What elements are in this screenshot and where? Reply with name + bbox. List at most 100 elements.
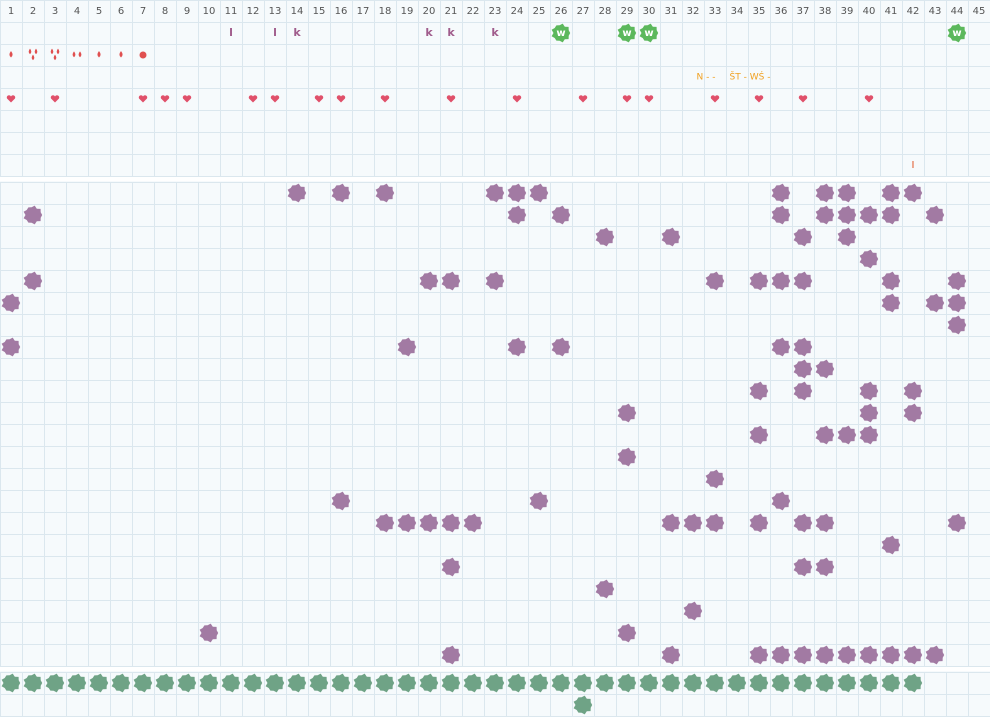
purple-cell [793,513,813,533]
green-cell [815,673,835,693]
purple-cell [23,205,43,225]
purple-cell [551,337,571,357]
column-number: 44 [951,6,964,17]
badge [551,23,571,43]
green-cell [243,673,263,693]
purple-cell [749,271,769,291]
badge-label: w [556,28,565,39]
purple-cell [397,513,417,533]
purple-cell [947,293,967,313]
purple-cell [199,623,219,643]
purple-cell [793,227,813,247]
green-cell [463,673,483,693]
green-cell [793,673,813,693]
green-cell [749,673,769,693]
purple-cell [837,645,857,665]
heart-icon [622,95,632,103]
column-number: 2 [30,6,36,17]
purple-cell [661,513,681,533]
purple-cell [815,205,835,225]
column-number: 20 [423,6,436,17]
column-number: 32 [687,6,700,17]
purple-cell [859,403,879,423]
column-number: 40 [863,6,876,17]
column-number: 13 [269,6,282,17]
heart-icon [644,95,654,103]
drop-icon [50,48,54,55]
green-cell [23,673,43,693]
purple-cell [485,271,505,291]
green-cell [639,673,659,693]
green-cell [551,673,571,693]
badge [639,23,659,43]
heart-icon [138,95,148,103]
heart-icon [182,95,192,103]
purple-cell [441,645,461,665]
column-number: 45 [973,6,986,17]
column-number: 9 [184,6,190,17]
purple-cell [947,315,967,335]
purple-cell [529,183,549,203]
column-number: 34 [731,6,744,17]
green-cell [133,673,153,693]
column-number: 5 [96,6,102,17]
purple-cell [705,513,725,533]
drop-icon [53,54,57,61]
separator [0,177,990,181]
heart-icon [270,95,280,103]
column-number: 41 [885,6,898,17]
column-number: 3 [52,6,58,17]
heart-icon [336,95,346,103]
green-cell [837,673,857,693]
column-number: 25 [533,6,546,17]
purple-cell [837,425,857,445]
purple-cell [881,205,901,225]
purple-cell [881,183,901,203]
purple-cell [815,645,835,665]
purple-cell [661,645,681,665]
purple-cell [749,513,769,533]
badge [617,23,637,43]
column-number: 43 [929,6,942,17]
purple-cell [903,183,923,203]
purple-cell [441,513,461,533]
column-number: 11 [225,6,238,17]
green-cell [89,673,109,693]
green-cell [485,673,505,693]
column-number: 21 [445,6,458,17]
column-number: 12 [247,6,260,17]
green-cell [419,673,439,693]
heart-icon [512,95,522,103]
drop-icon [34,48,38,55]
purple-cell [881,293,901,313]
heart-icon [798,95,808,103]
green-cell [441,673,461,693]
purple-cell [903,381,923,401]
purple-cell [375,183,395,203]
drop-icon [72,51,76,58]
heart-icon [446,95,456,103]
purple-cell [287,183,307,203]
purple-cell [617,623,637,643]
purple-cell [595,579,615,599]
green-cell [287,673,307,693]
green-cell [1,673,21,693]
column-number: 7 [140,6,146,17]
column-number: 4 [74,6,80,17]
purple-cell [507,205,527,225]
green-cell [881,673,901,693]
drop-icon [56,48,60,55]
column-number: 37 [797,6,810,17]
purple-cell [1,337,21,357]
green-cell [859,673,879,693]
purple-cell [1,293,21,313]
purple-cell [815,513,835,533]
purple-cell [793,381,813,401]
note: N - - [697,73,716,83]
purple-cell [419,271,439,291]
purple-cell [529,491,549,511]
green-cell [155,673,175,693]
green-cell [45,673,65,693]
purple-cell [771,205,791,225]
